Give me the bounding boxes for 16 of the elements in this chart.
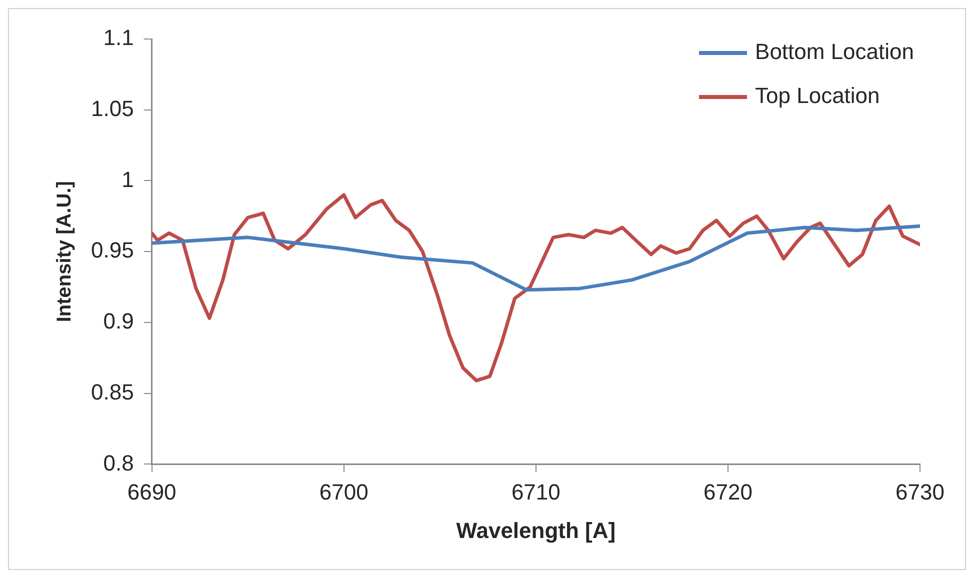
y-axis-title: Intensity [A.U.] [54, 181, 76, 322]
x-tick-label: 6700 [319, 479, 368, 504]
x-tick-label: 6710 [511, 479, 560, 504]
y-tick-label: 1.05 [90, 96, 134, 121]
legend-label: Top Location [755, 83, 880, 108]
x-tick-label: 6730 [896, 479, 944, 504]
y-tick-label: 0.9 [103, 308, 134, 334]
legend-label: Bottom Location [755, 39, 914, 64]
x-axis-title: Wavelength [A] [456, 518, 616, 543]
y-tick-label: 0.95 [90, 238, 134, 263]
y-tick-label: 0.8 [103, 450, 134, 476]
y-tick-label: 0.85 [90, 379, 134, 404]
x-tick-label: 6720 [703, 479, 752, 504]
x-tick-label: 6690 [127, 479, 176, 504]
y-tick-label: 1.1 [103, 25, 134, 50]
y-tick-label: 1 [122, 166, 134, 192]
